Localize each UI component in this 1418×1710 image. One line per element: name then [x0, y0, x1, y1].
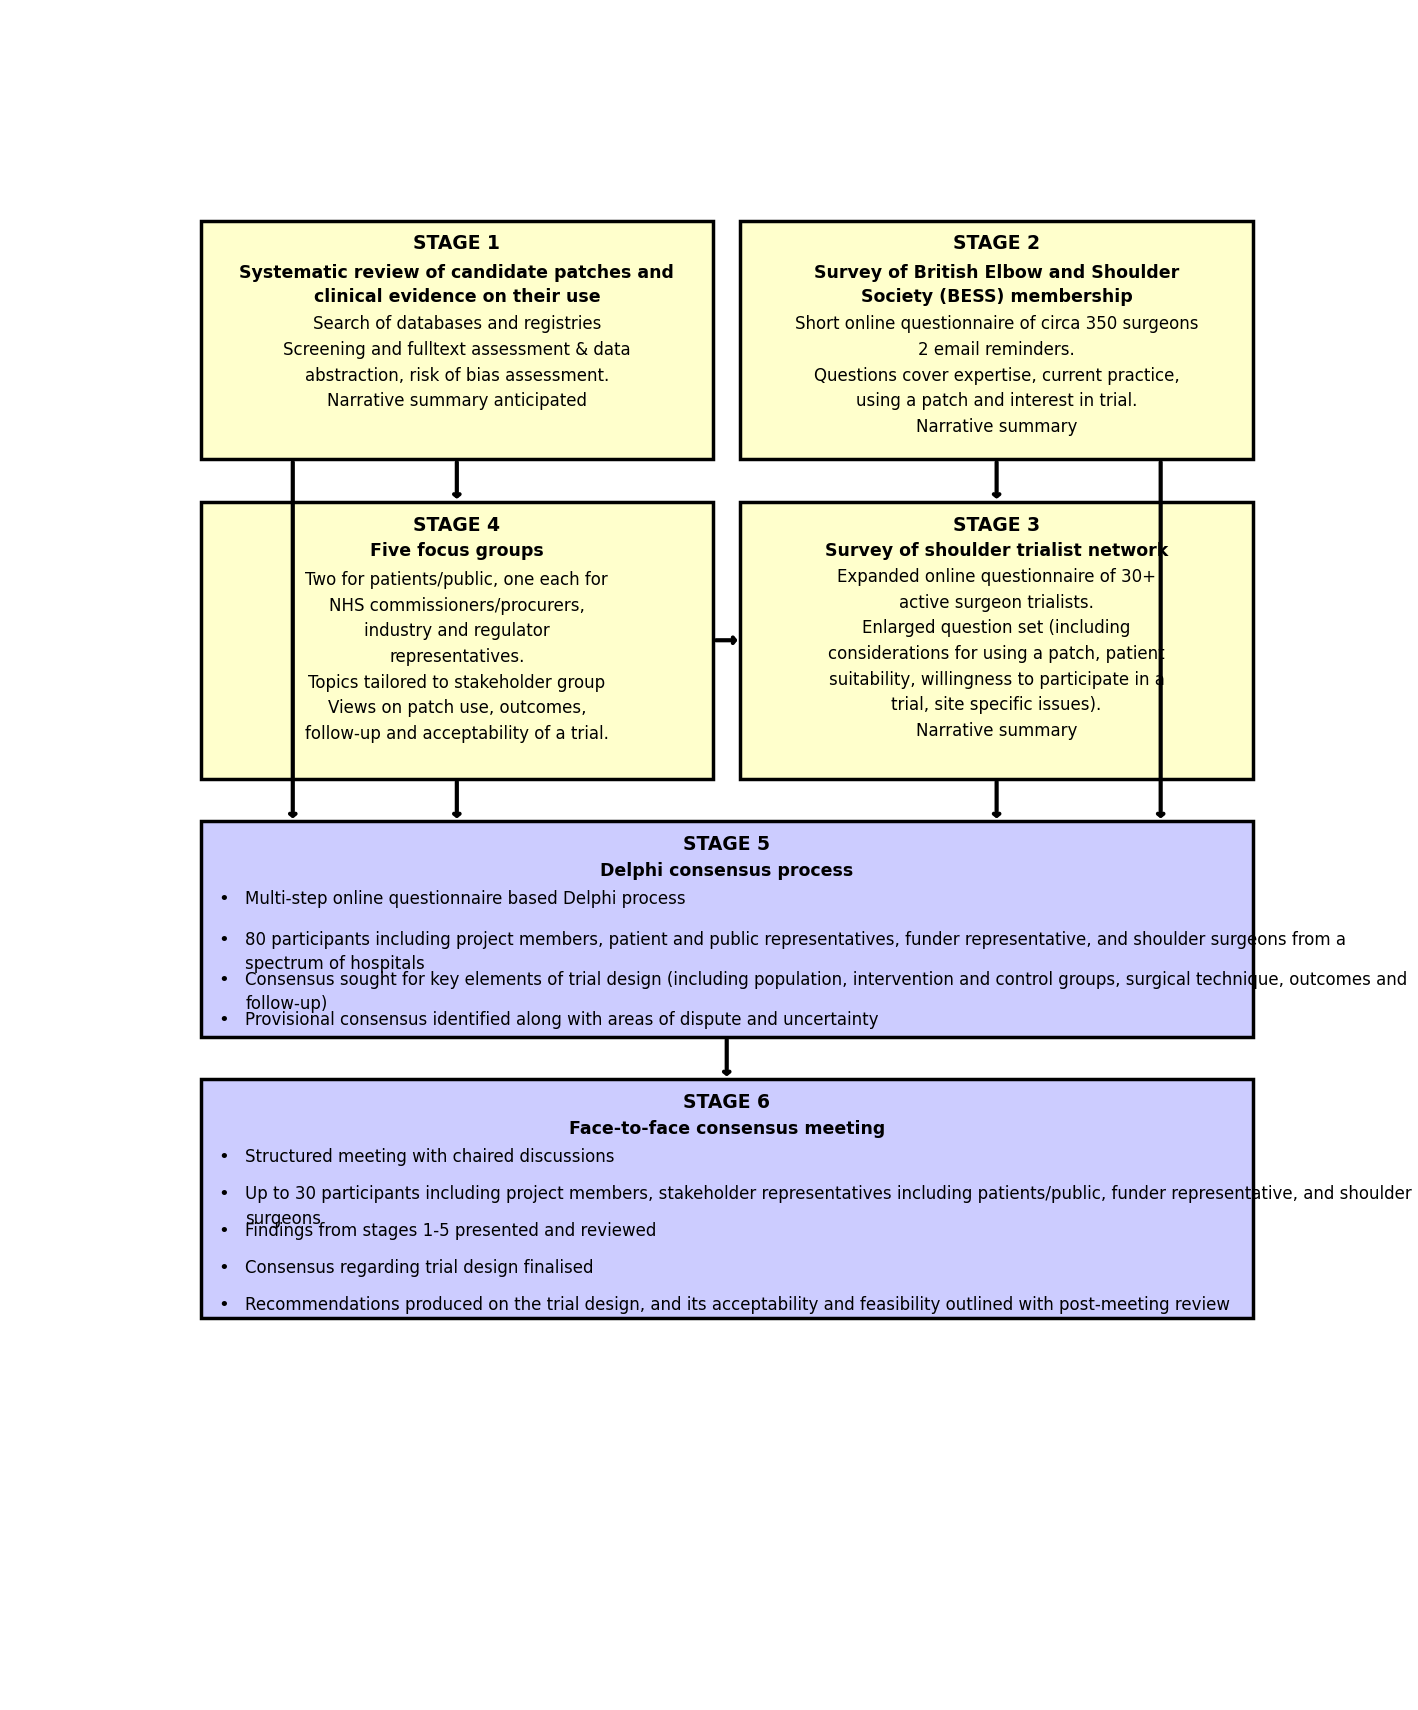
Text: Search of databases and registries
Screening and fulltext assessment & data
abst: Search of databases and registries Scree… — [284, 315, 631, 410]
Text: •: • — [218, 1223, 230, 1240]
Text: Consensus regarding trial design finalised: Consensus regarding trial design finalis… — [245, 1259, 594, 1277]
Text: •: • — [218, 1259, 230, 1277]
Text: Provisional consensus identified along with areas of dispute and uncertainty: Provisional consensus identified along w… — [245, 1011, 879, 1029]
Text: 80 participants including project members, patient and public representatives, f: 80 participants including project member… — [245, 930, 1347, 973]
Text: •: • — [218, 891, 230, 908]
Text: Survey of shoulder trialist network: Survey of shoulder trialist network — [825, 542, 1168, 561]
Text: STAGE 5: STAGE 5 — [683, 834, 770, 853]
Text: Two for patients/public, one each for
NHS commissioners/procurers,
industry and : Two for patients/public, one each for NH… — [305, 571, 608, 744]
Text: Recommendations produced on the trial design, and its acceptability and feasibil: Recommendations produced on the trial de… — [245, 1296, 1231, 1315]
Text: Five focus groups: Five focus groups — [370, 542, 543, 561]
Bar — [740, 501, 1254, 778]
Text: Delphi consensus process: Delphi consensus process — [600, 862, 854, 881]
Bar — [200, 1079, 1254, 1318]
Text: Consensus sought for key elements of trial design (including population, interve: Consensus sought for key elements of tri… — [245, 971, 1408, 1012]
Text: •: • — [218, 1149, 230, 1166]
Text: •: • — [218, 971, 230, 988]
Text: •: • — [218, 1185, 230, 1204]
Bar — [200, 221, 713, 460]
Text: STAGE 6: STAGE 6 — [683, 1093, 770, 1112]
Bar — [740, 221, 1254, 460]
Text: Systematic review of candidate patches and
clinical evidence on their use: Systematic review of candidate patches a… — [240, 263, 675, 306]
Text: STAGE 3: STAGE 3 — [953, 515, 1041, 535]
Text: •: • — [218, 1011, 230, 1029]
Text: Face-to-face consensus meeting: Face-to-face consensus meeting — [569, 1120, 885, 1137]
Text: STAGE 4: STAGE 4 — [413, 515, 501, 535]
Text: •: • — [218, 930, 230, 949]
Text: Findings from stages 1-5 presented and reviewed: Findings from stages 1-5 presented and r… — [245, 1223, 657, 1240]
Text: Multi-step online questionnaire based Delphi process: Multi-step online questionnaire based De… — [245, 891, 686, 908]
Text: Up to 30 participants including project members, stakeholder representatives inc: Up to 30 participants including project … — [245, 1185, 1412, 1228]
Text: STAGE 1: STAGE 1 — [414, 234, 501, 253]
Text: •: • — [218, 1296, 230, 1315]
Bar — [200, 501, 713, 778]
Text: Survey of British Elbow and Shoulder
Society (BESS) membership: Survey of British Elbow and Shoulder Soc… — [814, 263, 1180, 306]
Text: STAGE 2: STAGE 2 — [953, 234, 1041, 253]
Text: Structured meeting with chaired discussions: Structured meeting with chaired discussi… — [245, 1149, 615, 1166]
Bar — [200, 821, 1254, 1036]
Text: Short online questionnaire of circa 350 surgeons
2 email reminders.
Questions co: Short online questionnaire of circa 350 … — [795, 315, 1198, 436]
Text: Expanded online questionnaire of 30+
active surgeon trialists.
Enlarged question: Expanded online questionnaire of 30+ act… — [828, 568, 1166, 740]
